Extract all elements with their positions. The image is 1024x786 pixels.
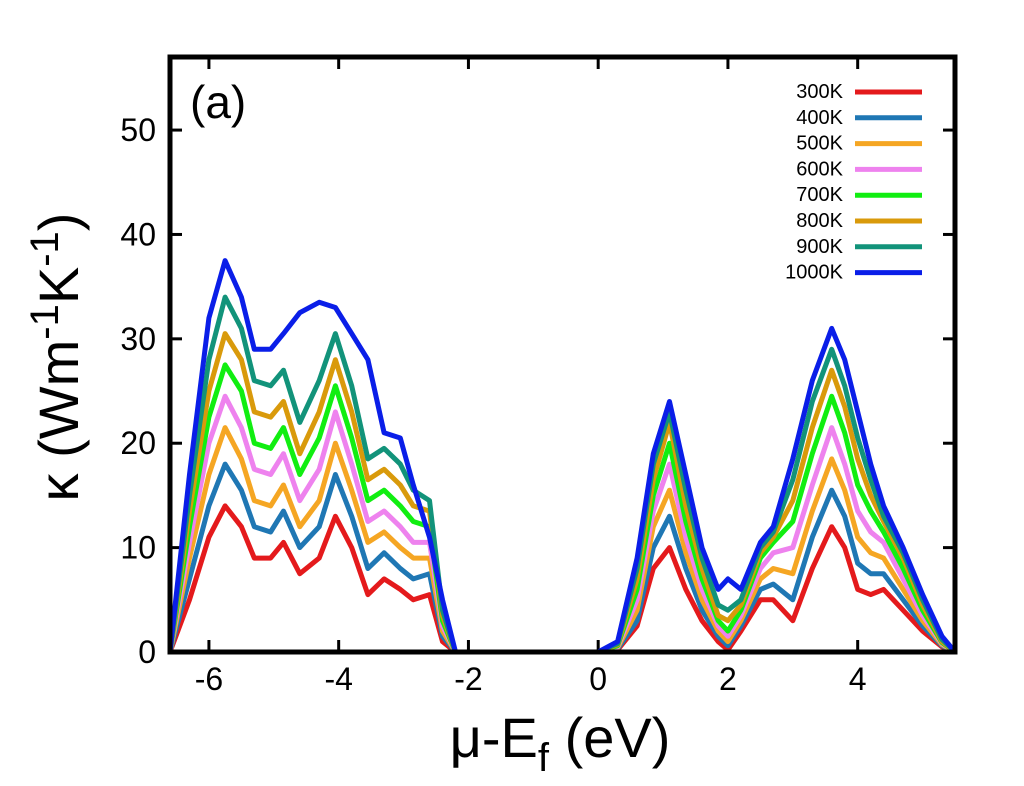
x-axis-title-tail: (eV) [549,706,670,769]
y-axis-title-exp2: -1 [23,231,67,267]
x-tick-label: -2 [454,661,482,697]
x-tick-label: 0 [589,661,607,697]
x-tick-label: -4 [324,661,352,697]
y-tick-label: 50 [120,112,156,148]
y-axis-title-exp1: -1 [23,304,67,340]
legend-label-400K: 400K [796,107,843,129]
legend-label-500K: 500K [796,133,843,155]
x-axis-title-subscript: f [538,736,550,780]
y-axis-title-close: ) [27,213,90,232]
legend-label-1000K: 1000K [785,262,843,284]
series-lines [167,258,958,655]
y-tick-label: 40 [120,216,156,252]
y-tick-label: 10 [120,530,156,566]
legend-label-600K: 600K [796,158,843,180]
legend-label-700K: 700K [796,184,843,206]
x-tick-label: 2 [719,661,737,697]
plot-frame [167,54,958,655]
x-tick-label: 4 [849,661,867,697]
x-axis-title-main: μ-E [450,706,538,769]
y-tick-label: 0 [138,634,156,670]
panel-label: (a) [190,76,246,128]
legend-label-300K: 300K [796,81,843,103]
y-tick-label: 30 [120,321,156,357]
y-axis-title-mid: K [27,267,90,304]
series-line-300K [167,503,958,655]
y-axis-title: κ (Wm-1K-1) [23,213,90,502]
y-tick-label: 20 [120,425,156,461]
y-axis-title-main: κ (Wm [27,340,90,502]
x-axis-title: μ-Ef (eV) [450,706,671,780]
x-tick-label: -6 [195,661,223,697]
legend-label-900K: 900K [796,236,843,258]
series-line-1000K [167,258,958,655]
legend: 300K 400K 500K 600K 700K 800K 900K 1000K [785,81,922,284]
legend-label-800K: 800K [796,210,843,232]
